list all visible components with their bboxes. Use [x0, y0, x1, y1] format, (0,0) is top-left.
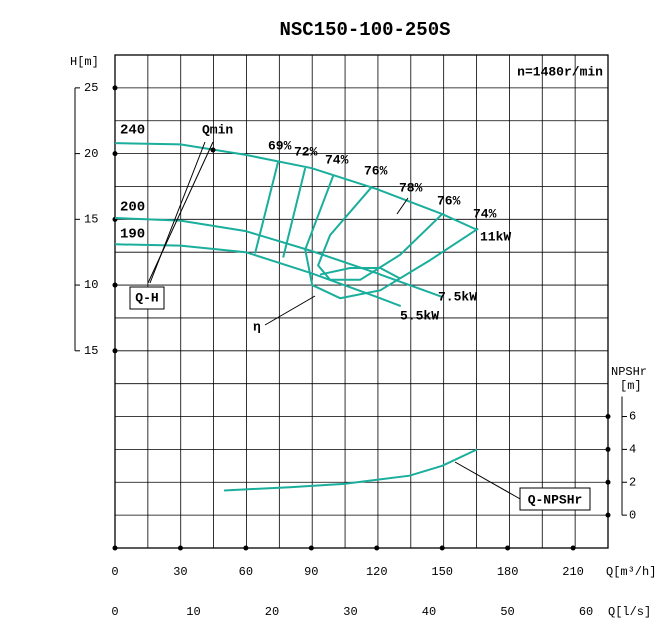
y-tick-label: 25 [84, 81, 98, 95]
curve-label: 240 [120, 123, 145, 139]
curve-label: 200 [120, 200, 145, 216]
x-tick-label: 90 [304, 565, 318, 579]
x2-tick-label: 30 [343, 605, 357, 619]
y-tick-label: 10 [84, 278, 98, 292]
y-tick-dot [112, 85, 118, 91]
y2-tick-label: 4 [629, 443, 636, 457]
y2-unit: [m] [620, 379, 642, 393]
x2-tick-label: 60 [579, 605, 593, 619]
efficiency-label: 69% [268, 138, 292, 153]
x2-tick-label: 20 [265, 605, 279, 619]
x-label: Q[m³/h] [606, 565, 656, 579]
x-tick-dot [570, 545, 576, 551]
x2-tick-label: 10 [186, 605, 200, 619]
efficiency-curve [254, 161, 280, 254]
chart-title: NSC150-100-250S [279, 19, 450, 41]
x2-tick-label: 40 [422, 605, 436, 619]
x2-label: Q[l/s] [608, 605, 651, 619]
efficiency-label: 76% [364, 163, 388, 178]
y-tick-dot [112, 282, 118, 288]
speed-label: n=1480r/min [517, 64, 603, 79]
y2-tick-dot [605, 446, 611, 452]
y2-tick-label: 6 [629, 410, 636, 424]
x-tick-label: 150 [431, 565, 453, 579]
y2-tick-label: 0 [629, 508, 636, 522]
y-label: H[m] [70, 55, 99, 69]
annotation: 7.5kW [438, 289, 477, 304]
efficiency-label: 72% [294, 144, 318, 159]
x-tick-dot [177, 545, 183, 551]
label-box [519, 487, 591, 511]
annotation: Qmin [202, 122, 233, 137]
y-tick-label: 15 [84, 213, 98, 227]
x-tick-dot [243, 545, 249, 551]
curve-label: 190 [120, 227, 145, 243]
y-tick-label: 15 [84, 344, 98, 358]
annotation: 11kW [480, 229, 511, 244]
y-tick-label: 20 [84, 147, 98, 161]
curve-label: Q-NPSHr [528, 492, 583, 507]
efficiency-label: 76% [437, 193, 461, 208]
leader [149, 141, 206, 284]
efficiency-label: 74% [325, 152, 349, 167]
annotation: η [253, 319, 261, 334]
leader [264, 295, 316, 326]
efficiency-curve [282, 167, 307, 258]
x2-tick-label: 0 [111, 605, 118, 619]
curve [224, 448, 478, 492]
plot-frame [114, 54, 609, 549]
x-tick-dot [439, 545, 445, 551]
y-tick-dot [112, 348, 118, 354]
annotation: 5.5kW [400, 308, 439, 323]
leader [396, 197, 409, 215]
efficiency-curve [317, 185, 443, 281]
x-tick-dot [308, 545, 314, 551]
efficiency-label: 78% [399, 180, 423, 195]
y2-tick-dot [605, 512, 611, 518]
qmin-dot [210, 147, 216, 153]
x-tick-label: 60 [239, 565, 253, 579]
y2-tick-dot [605, 479, 611, 485]
x2-tick-label: 50 [500, 605, 514, 619]
y2-tick-label: 2 [629, 475, 636, 489]
label-box [129, 286, 165, 310]
efficiency-curve [319, 266, 401, 280]
leader [454, 461, 523, 501]
x-tick-label: 210 [562, 565, 584, 579]
curve [114, 243, 402, 308]
x-tick-dot [112, 545, 118, 551]
x-tick-dot [374, 545, 380, 551]
efficiency-label: 74% [473, 206, 497, 221]
x-tick-label: 0 [111, 565, 118, 579]
y-tick-dot [112, 151, 118, 157]
efficiency-curve [304, 175, 479, 300]
y2-label: NPSHr [611, 365, 647, 379]
x-tick-dot [505, 545, 511, 551]
x-tick-label: 30 [173, 565, 187, 579]
x-tick-label: 180 [497, 565, 519, 579]
annotation: Q-H [135, 290, 158, 305]
x-tick-label: 120 [366, 565, 388, 579]
y2-tick-dot [605, 414, 611, 420]
curve [114, 217, 443, 298]
